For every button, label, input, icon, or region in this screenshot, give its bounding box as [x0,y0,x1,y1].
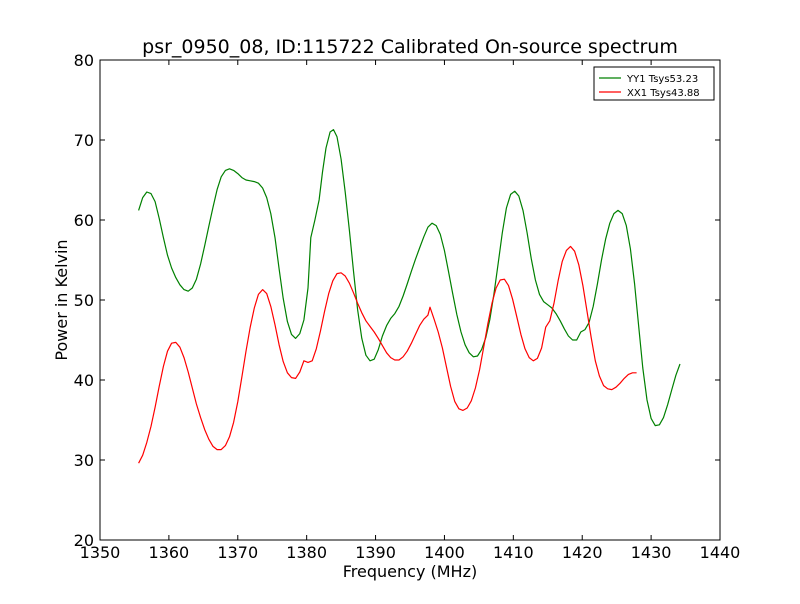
legend-box [593,66,715,101]
series-line-1 [138,245,637,464]
legend-label-1: XX1 Tsys43.88 [627,88,700,99]
x-tick-label: 1420 [562,543,603,562]
legend-label-0: YY1 Tsys53.23 [626,74,698,85]
x-tick-label: 1410 [493,543,534,562]
y-tick-label: 60 [74,211,94,230]
y-tick-label: 30 [74,451,94,470]
x-tick-label: 1370 [217,543,258,562]
y-tick-label: 50 [74,291,94,310]
chart-title: psr_0950_08, ID:115722 Calibrated On-sou… [142,36,678,58]
x-tick-label: 1440 [700,543,741,562]
y-tick-label: 40 [74,371,94,390]
x-axis-label: Frequency (MHz) [343,562,477,581]
x-tick-label: 1400 [424,543,465,562]
x-tick-label: 1360 [149,543,190,562]
x-tick-label: 1350 [80,543,121,562]
x-tick-label: 1430 [631,543,672,562]
y-tick-label: 80 [74,51,94,70]
y-tick-label: 70 [74,131,94,150]
x-tick-label: 1390 [355,543,396,562]
legend: YY1 Tsys53.23 XX1 Tsys43.88 [593,66,715,101]
y-tick-label: 20 [74,531,94,550]
y-axis-label: Power in Kelvin [52,239,71,360]
x-tick-label: 1380 [286,543,327,562]
plot-area: 1350 1360 1370 1380 1390 1400 1410 1420 1430 1440… [74,51,741,562]
